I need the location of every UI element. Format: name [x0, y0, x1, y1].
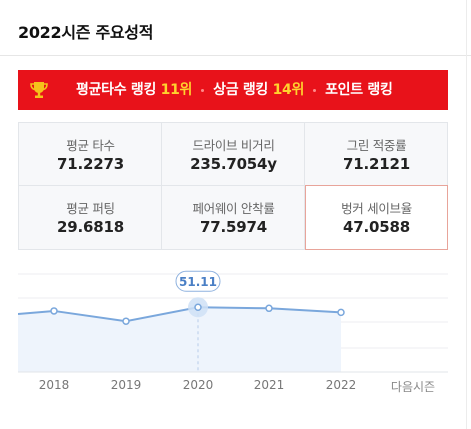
rank-prize-value: 14위: [272, 82, 305, 98]
stats-grid: 평균 타수 71.2273 드라이브 비거리 235.7054y 그린 적중률 …: [18, 122, 448, 250]
rank-separator: [201, 88, 205, 92]
rank-separator: [313, 88, 317, 92]
grid-divider: [19, 185, 447, 186]
series-line: [18, 306, 342, 323]
value-bubble-label: 51.11: [179, 275, 217, 289]
data-point-2020: [194, 303, 202, 312]
rank-avg-strokes-value: 11위: [160, 82, 193, 98]
stat-avg-putting[interactable]: 평균 퍼팅 29.6818: [57, 201, 124, 236]
card-title: 2022시즌 주요성적: [18, 23, 154, 42]
stat-fairway[interactable]: 페어웨이 안착률 77.5974: [192, 201, 275, 236]
stat-green-hit[interactable]: 그린 적중률 71.2121: [343, 138, 410, 173]
card-edge: [466, 0, 467, 429]
x-tick-2022: 2022: [325, 378, 357, 392]
x-tick-2019: 2019: [110, 378, 142, 392]
x-axis: 2018 2019 2020 2021 2022 다음시즌: [18, 378, 448, 398]
season-trend-chart: 51.11: [18, 270, 448, 373]
data-point-2019: [122, 317, 130, 325]
rank-points[interactable]: 포인트 랭킹: [325, 82, 393, 98]
rank-avg-strokes[interactable]: 평균타수 랭킹 11위: [76, 82, 193, 98]
ranking-items: 평균타수 랭킹 11위 상금 랭킹 14위 포인트 랭킹: [76, 70, 393, 110]
x-tick-2020: 2020: [182, 378, 214, 392]
grid-divider: [304, 123, 305, 249]
x-tick-2018: 2018: [38, 378, 70, 392]
card-header: 2022시즌 주요성적: [0, 0, 471, 56]
stat-bunker-save[interactable]: 벙커 세이브율 47.0588: [305, 185, 448, 250]
data-point-2021: [265, 304, 273, 313]
ranking-bar: 평균타수 랭킹 11위 상금 랭킹 14위 포인트 랭킹: [18, 70, 448, 110]
trophy-icon: [30, 82, 48, 98]
x-tick-next-season: 다음시즌: [390, 380, 436, 394]
x-tick-2021: 2021: [253, 378, 285, 392]
stat-avg-strokes[interactable]: 평균 타수 71.2273: [57, 138, 124, 173]
area-fill: [18, 307, 341, 372]
rank-prize[interactable]: 상금 랭킹 14위: [213, 82, 305, 98]
data-point-2022: [337, 308, 345, 317]
value-bubble: [175, 270, 221, 292]
stat-drive-distance[interactable]: 드라이브 비거리 235.7054y: [190, 138, 277, 173]
grid-divider: [161, 123, 162, 249]
data-point-2018: [50, 307, 58, 315]
